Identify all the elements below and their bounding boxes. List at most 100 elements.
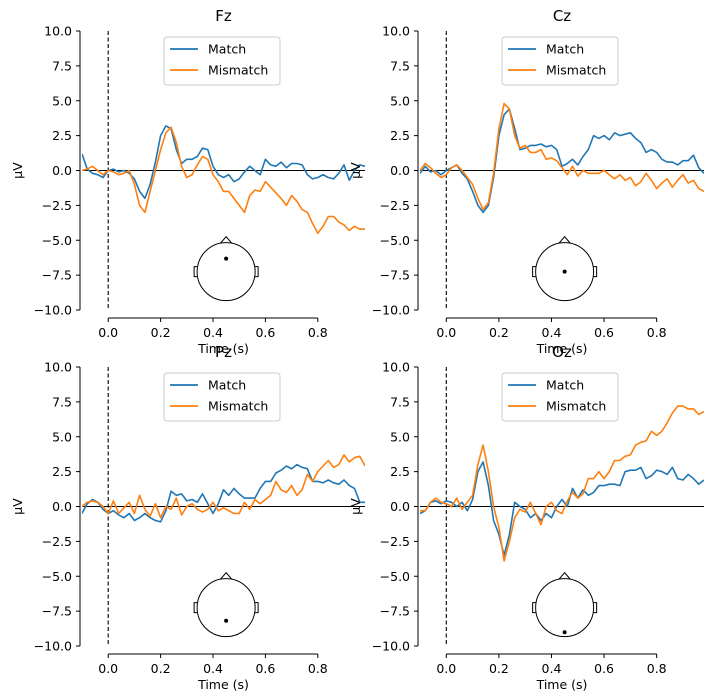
x-tick-label: 0.0 [98,661,118,676]
y-tick-label: 2.5 [52,128,72,143]
y-tick-label: −7.5 [42,268,72,283]
legend-label-mismatch: Mismatch [208,399,268,414]
y-tick-label: −10.0 [372,303,410,318]
x-tick-label: 0.0 [436,325,456,340]
series-line-match [420,461,704,557]
legend-label-match: Match [208,42,246,57]
head-ear-right [254,602,259,614]
head-ear-right [592,602,598,614]
y-tick-label: 7.5 [52,58,72,73]
series-line-mismatch [420,405,704,562]
x-tick-label: 0.0 [436,661,456,676]
legend-label-mismatch: Mismatch [546,63,606,78]
legend-label-mismatch: Mismatch [208,63,268,78]
y-tick-label: 10.0 [382,24,410,39]
y-tick-label: 5.0 [52,93,72,108]
x-tick-label: 0.8 [647,661,667,676]
head-nose [219,235,233,244]
legend-label-mismatch: Mismatch [546,399,606,414]
y-tick-label: −2.5 [42,198,72,213]
x-axis-title: Time (s) [536,677,588,692]
x-tick-label: 0.8 [308,325,328,340]
y-tick-label: −5.0 [380,233,410,248]
head-ear-left [193,602,199,614]
y-tick-label: −7.5 [42,604,72,619]
panel-title: Oz [552,343,572,361]
y-axis-title: µV [10,498,25,515]
x-axis-title: Time (s) [536,341,588,356]
x-axis-title: Time (s) [197,341,249,356]
sensor-dot [562,269,567,274]
series-line-match [82,463,365,523]
sensor-head-inset [193,571,259,638]
y-tick-label: 2.5 [52,464,72,479]
x-tick-label: 0.8 [308,661,328,676]
sensor-dot [562,630,567,635]
legend-label-match: Match [546,42,584,57]
y-tick-label: 0.0 [52,163,72,178]
head-outline [535,578,595,638]
legend-label-match: Match [208,378,246,393]
y-tick-label: 10.0 [44,360,72,375]
head-ear-right [592,266,598,278]
y-tick-label: 5.0 [390,429,410,444]
y-tick-label: 10.0 [382,360,410,375]
head-ear-right [254,266,259,278]
head-ear-left [193,266,199,278]
x-tick-label: 0.8 [647,325,667,340]
x-axis-title: Time (s) [197,677,249,692]
series-line-mismatch [82,126,365,235]
y-tick-label: −5.0 [42,233,72,248]
series-group [420,405,704,562]
x-tick-label: 0.2 [151,661,171,676]
x-tick-label: 0.6 [255,325,275,340]
y-axis-title: µV [348,162,363,179]
panel-oz: 10.0 7.5 5.0 2.5 0.0 −2.5 −5.0 −7.5 −10.0 0.0 0.2 0… [348,343,704,692]
series-line-mismatch [420,102,704,211]
legend: Match Mismatch [501,372,619,422]
panel-pz: 10.0 7.5 5.0 2.5 0.0 −2.5 −5.0 −7.5 −10.0 0.0 0.2 0… [10,343,365,692]
head-ear-left [532,602,537,614]
y-tick-label: 5.0 [390,93,410,108]
sensor-dot [224,618,229,623]
y-axis-title: µV [10,162,25,179]
series-group [82,454,365,523]
head-outline [196,242,256,302]
y-tick-label: −10.0 [34,639,72,654]
panel-title: Fz [215,7,232,25]
sensor-head-inset [532,571,598,638]
legend-label-match: Match [546,378,584,393]
head-outline [196,578,256,638]
y-tick-label: −2.5 [380,198,410,213]
y-tick-label: −10.0 [34,303,72,318]
y-tick-label: −2.5 [42,534,72,549]
x-tick-label: 0.6 [255,661,275,676]
head-nose [219,571,233,580]
sensor-head-inset [532,235,598,302]
y-tick-label: −5.0 [42,569,72,584]
panel-title: Pz [215,343,232,361]
x-tick-label: 0.2 [489,661,509,676]
y-tick-label: 5.0 [52,429,72,444]
x-tick-label: 0.4 [203,325,223,340]
y-tick-label: 2.5 [390,464,410,479]
panel-fz: 10.0 7.5 5.0 2.5 0.0 −2.5 −5.0 −7.5 −10.0 0.0 0.2 0… [10,7,365,356]
y-tick-label: −2.5 [380,534,410,549]
head-nose [558,571,572,580]
y-axis-title: µV [348,498,363,515]
x-tick-label: 0.0 [98,325,118,340]
y-tick-label: 2.5 [390,128,410,143]
y-tick-label: 7.5 [390,58,410,73]
y-tick-label: −10.0 [372,639,410,654]
x-tick-label: 0.6 [594,661,614,676]
y-tick-label: −5.0 [380,569,410,584]
series-line-mismatch [82,454,365,519]
y-tick-label: −7.5 [380,604,410,619]
series-group [420,102,704,214]
head-ear-left [532,266,537,278]
legend: Match Mismatch [501,36,619,86]
y-tick-label: 7.5 [52,394,72,409]
y-tick-label: 7.5 [390,394,410,409]
series-line-match [420,108,704,214]
